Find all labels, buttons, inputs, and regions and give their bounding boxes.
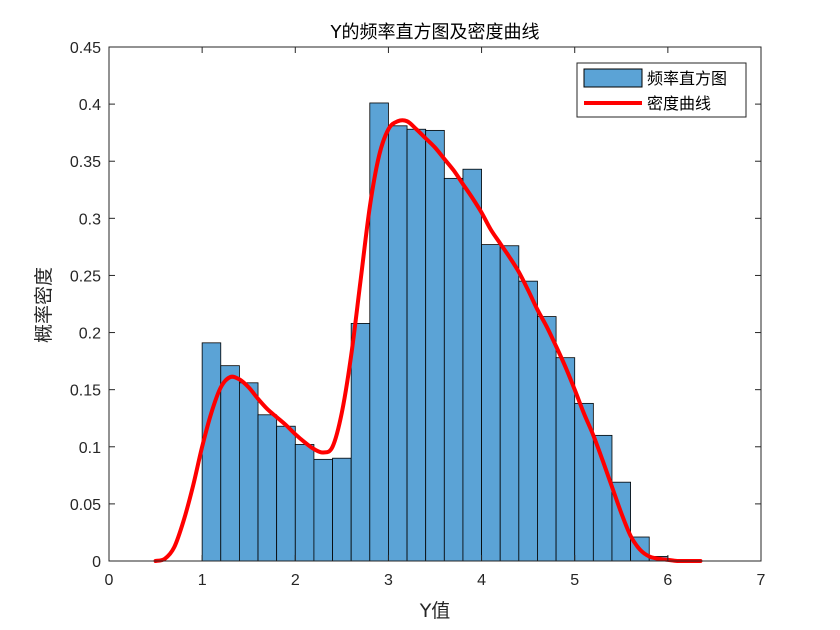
histogram-bar [313, 458, 333, 562]
histogram-bar [201, 342, 222, 562]
histogram-bar [369, 102, 389, 562]
x-tick-label: 3 [384, 572, 393, 589]
histogram-bar [481, 244, 501, 562]
x-tick-label: 4 [477, 572, 486, 589]
histogram-bar [499, 245, 520, 562]
x-tick-label: 6 [663, 572, 672, 589]
legend-histogram-label: 频率直方图 [647, 69, 727, 88]
histogram-bar [537, 316, 557, 562]
histogram-bar [388, 125, 408, 562]
histogram-bar [276, 425, 296, 562]
x-axis-label: Y值 [419, 600, 451, 622]
y-tick-label: 0.4 [79, 97, 101, 114]
histogram-bar [294, 444, 315, 562]
legend-histogram-swatch [583, 68, 643, 88]
histogram-bar [518, 280, 538, 562]
y-tick-label: 0.45 [70, 40, 101, 57]
legend-density-label: 密度曲线 [647, 94, 711, 113]
histogram-bar [555, 357, 576, 562]
y-tick-label: 0 [92, 554, 101, 571]
y-tick-label: 0.1 [79, 440, 101, 457]
plot-frame [108, 46, 762, 562]
histogram-bar [425, 129, 445, 562]
histogram-bar [443, 177, 464, 562]
histogram-bar [220, 365, 240, 562]
x-tick-label: 7 [757, 572, 766, 589]
histogram-bar [257, 414, 278, 562]
histogram-bar [462, 168, 482, 562]
y-tick-label: 0.05 [70, 497, 101, 514]
histogram-bar [238, 382, 259, 562]
histogram-bar [350, 323, 371, 562]
y-tick-label: 0.15 [70, 383, 101, 400]
y-tick-label: 0.25 [70, 268, 101, 285]
histogram-bars [201, 102, 669, 562]
y-tick-label: 0.2 [79, 326, 101, 343]
y-tick-label: 0.3 [79, 211, 101, 228]
histogram-bar [406, 128, 427, 562]
histogram-bar [332, 457, 352, 562]
density-curve [153, 118, 703, 563]
chart-title: Y的频率直方图及密度曲线 [330, 22, 540, 43]
x-tick-label: 5 [570, 572, 579, 589]
x-tick-label: 1 [198, 572, 207, 589]
histogram-bar [592, 434, 613, 562]
y-tick-label: 0.35 [70, 154, 101, 171]
x-tick-label: 2 [291, 572, 300, 589]
legend: 频率直方图 密度曲线 [576, 62, 747, 118]
axis-ticks: 0 1 2 3 4 5 6 7 0 0.05 0.1 0.15 0.2 0.25 0.3 0.35 0.4 0.4… [70, 40, 766, 589]
x-tick-label: 0 [105, 572, 114, 589]
y-axis-label: 概率密度 [33, 267, 55, 343]
